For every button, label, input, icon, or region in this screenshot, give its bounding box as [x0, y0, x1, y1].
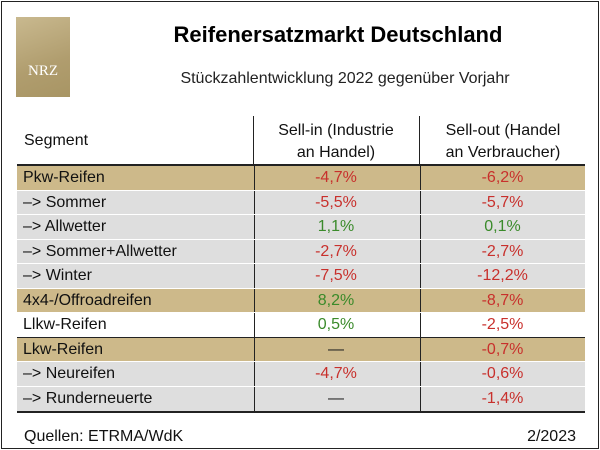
column-divider: [254, 362, 255, 386]
column-divider: [420, 337, 421, 361]
column-divider: [420, 264, 421, 288]
column-divider: [254, 264, 255, 288]
table-row: Pkw-Reifen -4,7% -6,2%: [17, 166, 585, 191]
table-row: –> Sommer -5,5% -5,7%: [17, 190, 585, 215]
sell-in-value: —: [328, 389, 344, 407]
header-sell-in: Sell-in (Industrie an Handel): [254, 120, 418, 164]
column-divider: [420, 190, 421, 214]
sell-in-value: -4,7%: [315, 169, 357, 186]
table-row: 4x4-/Offroadreifen 8,2% -8,7%: [17, 288, 585, 313]
column-divider: [254, 215, 255, 239]
column-divider: [254, 386, 255, 411]
column-divider: [254, 190, 255, 214]
row-label: Lkw-Reifen: [23, 340, 104, 358]
header-sell-in-line2: an Handel): [296, 144, 376, 161]
column-divider: [254, 239, 255, 263]
column-divider: [420, 386, 421, 411]
column-divider: [420, 239, 421, 263]
date-note: 2/2023: [527, 428, 576, 445]
header-segment: Segment: [24, 132, 89, 149]
sell-in-value: -7,5%: [315, 267, 357, 284]
table-row: –> Runderneuerte — -1,4%: [17, 386, 585, 411]
column-divider: [254, 166, 255, 190]
header-sell-out-line1: Sell-out (Handel: [445, 122, 561, 139]
row-label: –> Allwetter: [23, 218, 107, 235]
sell-in-value: 8,2%: [317, 291, 355, 309]
source-note: Quellen: ETRMA/WdK: [24, 428, 184, 445]
header-divider-1: [253, 116, 254, 164]
sell-out-value: -2,5%: [481, 316, 524, 333]
table-row: –> Winter -7,5% -12,2%: [17, 264, 585, 289]
table-row: –> Allwetter 1,1% 0,1%: [17, 215, 585, 240]
row-label: –> Sommer: [23, 193, 107, 211]
data-table: Pkw-Reifen -4,7% -6,2% –> Sommer -5,5% -5,7% –…: [17, 164, 585, 413]
nrz-logo: NRZ: [16, 17, 70, 97]
sell-in-value: —: [328, 340, 344, 358]
column-divider: [420, 288, 421, 312]
sell-in-value: -2,7%: [315, 242, 357, 260]
row-label: –> Sommer+Allwetter: [23, 242, 177, 260]
chart-title: Reifenersatzmarkt Deutschland: [173, 22, 503, 47]
sell-out-value: -6,2%: [481, 169, 524, 186]
header-divider-2: [419, 116, 420, 164]
sell-out-value: -12,2%: [477, 267, 528, 284]
sell-in-value: -5,5%: [315, 193, 357, 211]
table-row: –> Neureifen -4,7% -0,6%: [17, 362, 585, 387]
sell-out-value: 0,1%: [484, 218, 521, 235]
header-sell-in-line1: Sell-in (Industrie: [278, 122, 394, 139]
column-divider: [420, 166, 421, 190]
sell-out-value: -5,7%: [481, 193, 524, 211]
row-label: Pkw-Reifen: [23, 169, 105, 186]
row-label: 4x4-/Offroadreifen: [23, 291, 152, 309]
sell-out-value: -8,7%: [481, 291, 524, 309]
column-divider: [420, 215, 421, 239]
table-row: –> Sommer+Allwetter -2,7% -2,7%: [17, 239, 585, 264]
table-row: Llkw-Reifen 0,5% -2,5%: [17, 313, 585, 338]
row-label: –> Neureifen: [23, 365, 116, 382]
sell-in-value: 1,1%: [317, 218, 355, 235]
sell-out-value: -0,7%: [481, 340, 524, 358]
chart-subtitle: Stückzahlentwicklung 2022 gegenüber Vorj…: [180, 70, 510, 87]
sell-out-value: -0,6%: [481, 365, 524, 382]
row-label: –> Winter: [23, 267, 92, 284]
header-sell-out-line2: an Verbraucher): [445, 144, 561, 161]
sell-out-value: -2,7%: [481, 242, 524, 260]
column-divider: [254, 313, 255, 337]
table-row: Lkw-Reifen — -0,7%: [17, 337, 585, 362]
column-divider: [420, 362, 421, 386]
row-label: –> Runderneuerte: [23, 389, 153, 407]
column-divider: [254, 288, 255, 312]
sell-in-value: 0,5%: [317, 316, 355, 333]
logo-text: NRZ: [28, 63, 58, 79]
column-divider: [254, 337, 255, 361]
header-sell-out: Sell-out (Handel an Verbraucher): [420, 120, 586, 164]
sell-out-value: -1,4%: [481, 389, 524, 407]
row-label: Llkw-Reifen: [23, 316, 107, 333]
column-divider: [420, 313, 421, 337]
sell-in-value: -4,7%: [315, 365, 357, 382]
